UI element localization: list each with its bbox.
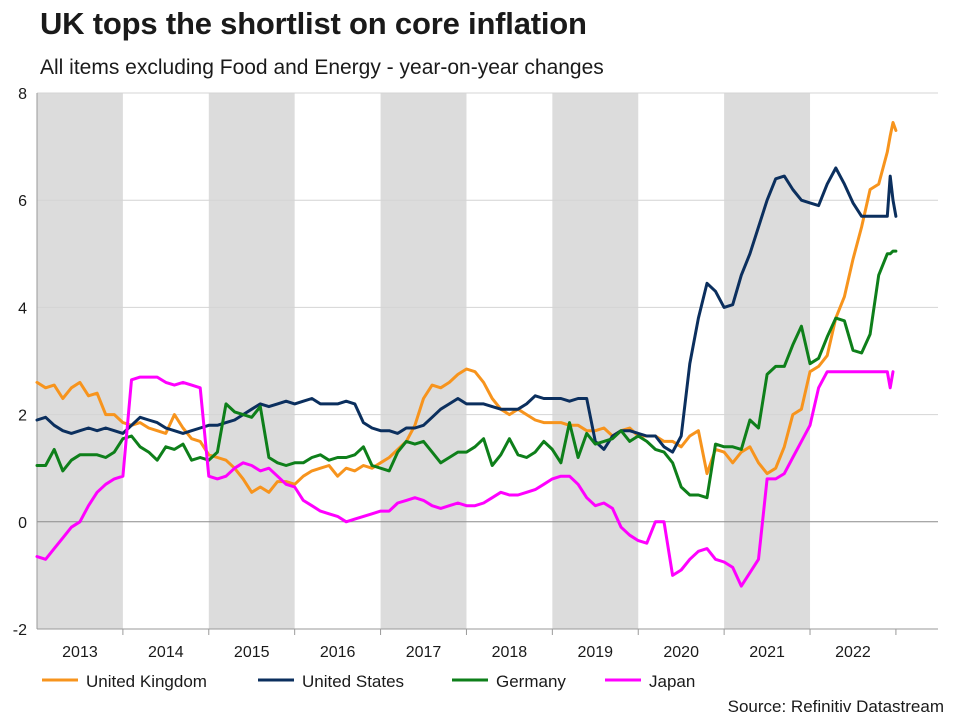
legend-label: United States [302,672,404,691]
legend-label: Japan [649,672,695,691]
y-tick-label: 4 [18,300,27,317]
y-tick-label: -2 [13,622,27,639]
year-band-2015 [208,93,295,629]
chart-subtitle: All items excluding Food and Energy - ye… [40,56,604,79]
x-tick-label: 2019 [577,644,613,661]
y-tick-label: 2 [18,408,27,425]
source-note: Source: Refinitiv Datastream [727,697,944,716]
y-tick-label: 6 [18,193,27,210]
series-line-japan [35,370,895,588]
x-tick-label: 2015 [234,644,270,661]
x-tick-label: 2020 [663,644,699,661]
x-tick-label: 2017 [406,644,442,661]
x-tick-label: 2016 [320,644,356,661]
x-tick-label: 2018 [492,644,528,661]
x-tick-label: 2013 [62,644,98,661]
legend-label: United Kingdom [86,672,207,691]
x-tick-label: 2014 [148,644,184,661]
year-band-2013 [37,93,123,629]
x-tick-label: 2022 [835,644,871,661]
y-tick-label: 8 [18,86,27,103]
series-line-united-states [35,166,898,454]
series-line-united-kingdom [35,121,898,494]
year-band-2017 [380,93,467,629]
year-band-2021 [724,93,811,629]
chart-title: UK tops the shortlist on core inflation [40,6,587,41]
year-band-2019 [552,93,639,629]
legend-label: Germany [496,672,566,691]
x-tick-label: 2021 [749,644,785,661]
y-tick-label: 0 [18,515,27,532]
series-line-germany [35,249,898,500]
